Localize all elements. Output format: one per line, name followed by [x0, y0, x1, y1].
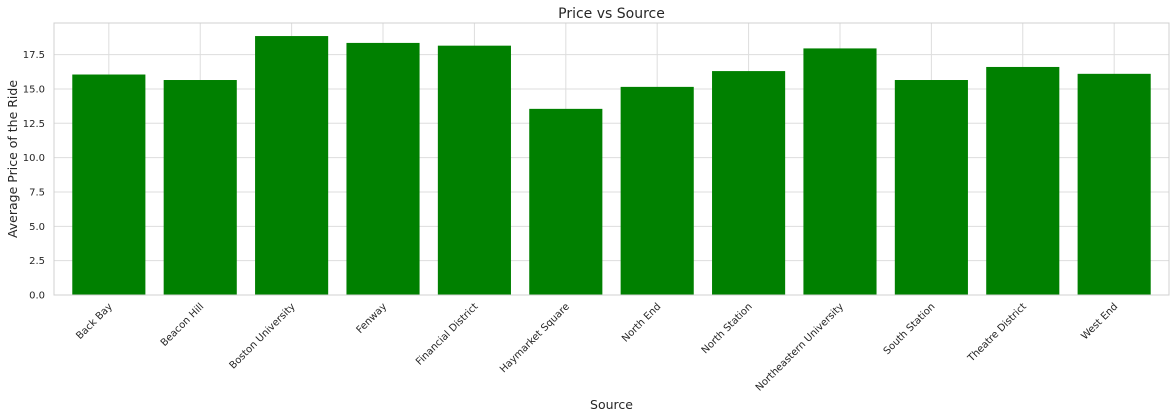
y-tick-labels: 0.0 2.5 5.0 7.5 10.0 12.5 15.0 17.5: [23, 50, 45, 301]
y-tick-label: 10.0: [23, 153, 45, 164]
y-tick-label: 2.5: [29, 256, 45, 267]
bar: [437, 45, 511, 295]
x-tick-label: Theatre District: [965, 301, 1029, 365]
x-tick-label: Fenway: [355, 301, 390, 336]
bar: [163, 80, 237, 295]
bar: [529, 108, 603, 296]
bar: [986, 66, 1060, 295]
plot-frame: [53, 22, 1170, 296]
x-tick-label: North Station: [700, 301, 755, 356]
y-tick-label: 12.5: [23, 119, 45, 130]
y-tick-label: 5.0: [29, 222, 45, 233]
x-tick-label: South Station: [882, 301, 938, 357]
bar: [346, 42, 420, 296]
bar: [620, 86, 694, 295]
bar: [255, 36, 329, 295]
x-tick-label: Northeastern University: [754, 301, 846, 393]
x-axis-label: Source: [590, 397, 633, 412]
y-axis-label: Average Price of the Ride: [5, 80, 20, 238]
x-tick-label: Financial District: [414, 301, 480, 367]
chart-title: Price vs Source: [558, 6, 665, 22]
x-tick-label: Haymarket Square: [498, 301, 572, 375]
y-tick-label: 0.0: [29, 291, 45, 302]
bar: [894, 80, 968, 295]
y-tick-label: 7.5: [29, 187, 45, 198]
x-tick-label: Beacon Hill: [159, 301, 206, 348]
x-tick-label: Boston University: [228, 301, 298, 371]
x-tick-labels: Back Bay Beacon Hill Boston University Fenw…: [74, 301, 1120, 393]
bar: [72, 74, 146, 295]
x-tick-label: Back Bay: [74, 301, 115, 342]
x-tick-label: West End: [1079, 301, 1120, 342]
bars: [72, 36, 1151, 296]
x-tick-label: North End: [620, 301, 663, 344]
y-tick-label: 17.5: [23, 50, 45, 61]
y-tick-label: 15.0: [23, 84, 45, 95]
bar: [1077, 73, 1151, 296]
bar: [803, 48, 877, 296]
bar: [712, 71, 786, 295]
